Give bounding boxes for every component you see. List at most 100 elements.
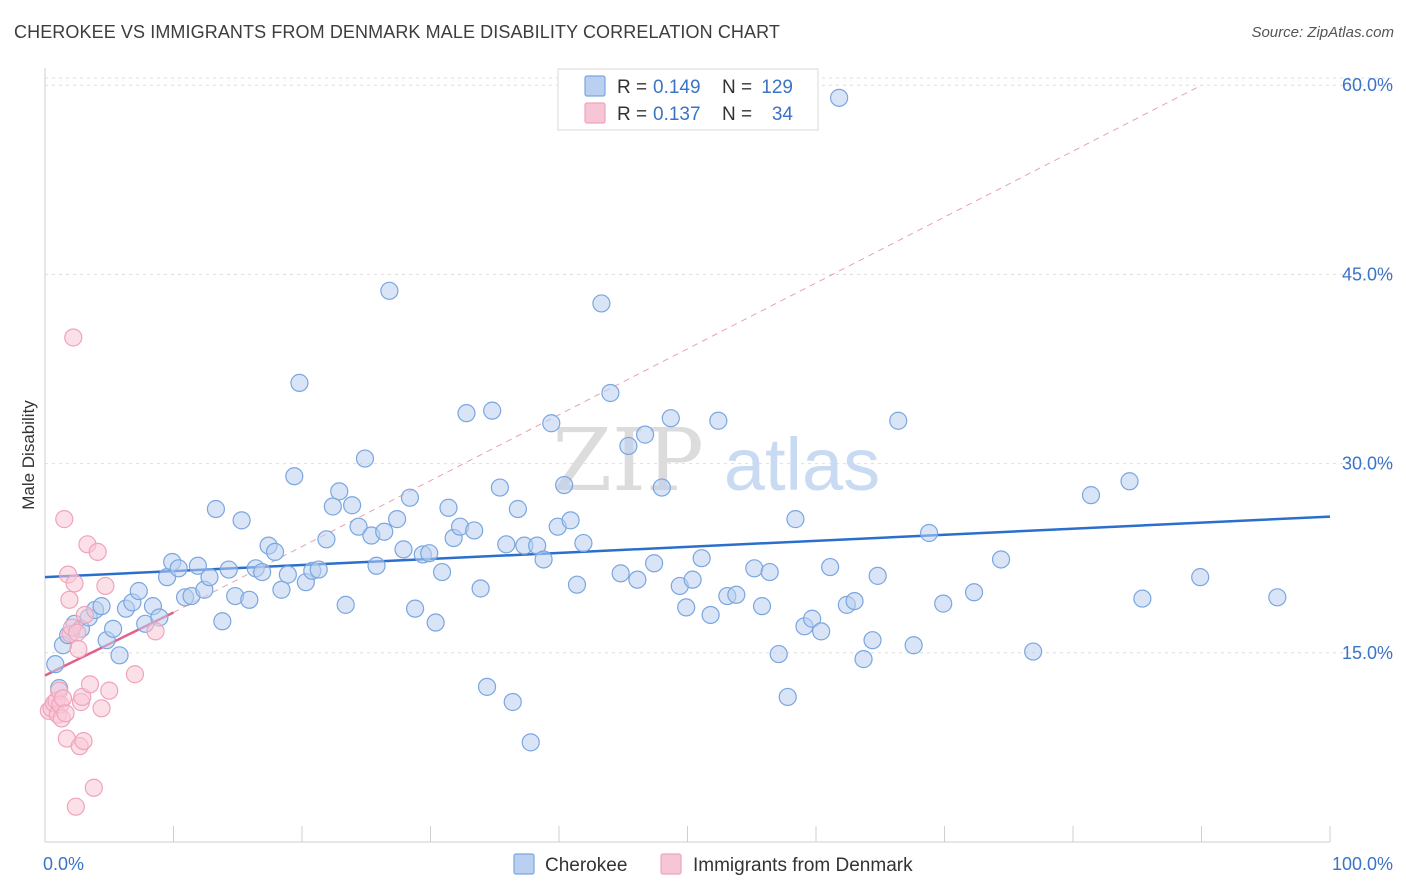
point-cherokee: [420, 544, 439, 563]
x-tick-label: 100.0%: [1332, 854, 1393, 874]
series-legend: Cherokee Immigrants from Denmark: [513, 853, 913, 876]
y-tick-label: 45.0%: [1342, 264, 1393, 284]
point-denmark: [100, 681, 119, 700]
y-axis-title: Male Disability: [19, 400, 38, 510]
watermark-zip: ZIP: [552, 411, 704, 511]
point-cherokee: [727, 585, 746, 604]
correlation-legend: R = 0.149 N = 129 R = 0.137 N = 34: [557, 68, 819, 131]
legend-r-label-0: R =: [617, 77, 647, 98]
point-cherokee: [534, 550, 553, 569]
y-tick-labels: 15.0% 30.0% 45.0% 60.0%: [1342, 75, 1393, 663]
legend-r-value-1: 0.137: [653, 104, 701, 125]
point-cherokee: [934, 594, 953, 613]
trend-extension-denmark: [173, 84, 1202, 613]
point-cherokee: [760, 562, 779, 582]
point-cherokee: [904, 636, 923, 655]
series-legend-label-denmark: Immigrants from Denmark: [693, 855, 913, 876]
point-denmark: [88, 542, 107, 562]
point-denmark: [84, 778, 103, 797]
point-denmark: [75, 605, 94, 625]
data-points: [39, 88, 1287, 816]
point-cherokee: [206, 499, 226, 519]
point-denmark: [92, 699, 111, 718]
point-cherokee: [1133, 589, 1152, 608]
point-cherokee: [521, 733, 540, 752]
point-cherokee: [601, 383, 620, 403]
point-denmark: [69, 639, 88, 659]
point-cherokee: [169, 559, 188, 578]
point-cherokee: [919, 523, 939, 543]
series-legend-swatch-cherokee: [513, 853, 535, 875]
point-cherokee: [200, 568, 219, 587]
point-cherokee: [375, 522, 394, 541]
point-cherokee: [336, 595, 355, 614]
point-cherokee: [701, 605, 720, 625]
y-tick-label: 60.0%: [1342, 75, 1393, 95]
point-cherokee: [830, 88, 849, 107]
point-cherokee: [752, 597, 772, 616]
point-cherokee: [278, 565, 297, 584]
point-cherokee: [394, 540, 413, 559]
point-cherokee: [854, 650, 873, 669]
watermark: ZIP atlas: [552, 411, 880, 511]
point-cherokee: [309, 560, 328, 579]
point-cherokee: [129, 581, 148, 601]
point-denmark: [60, 590, 79, 609]
point-denmark: [66, 797, 85, 816]
point-cherokee: [555, 475, 574, 495]
source-label: Source: ZipAtlas.com: [1251, 24, 1394, 41]
x-tick-label: 0.0%: [43, 854, 84, 874]
point-cherokee: [330, 482, 349, 501]
point-cherokee: [709, 411, 728, 430]
point-denmark: [80, 675, 100, 694]
point-cherokee: [635, 425, 655, 444]
point-cherokee: [542, 414, 561, 433]
point-cherokee: [432, 562, 452, 582]
point-cherokee: [1268, 588, 1287, 607]
y-tick-label: 15.0%: [1342, 643, 1393, 663]
point-cherokee: [692, 549, 711, 568]
point-cherokee: [561, 511, 580, 530]
point-cherokee: [355, 449, 375, 468]
point-cherokee: [863, 631, 882, 650]
point-cherokee: [845, 591, 864, 611]
point-cherokee: [232, 511, 251, 530]
point-cherokee: [683, 570, 702, 589]
point-cherokee: [265, 542, 285, 562]
point-cherokee: [508, 499, 527, 519]
point-cherokee: [46, 655, 65, 674]
point-cherokee: [497, 535, 516, 554]
point-cherokee: [240, 590, 259, 609]
point-cherokee: [745, 559, 764, 578]
point-cherokee: [367, 556, 386, 575]
point-cherokee: [812, 622, 831, 641]
point-cherokee: [439, 498, 458, 517]
point-cherokee: [868, 566, 887, 585]
point-cherokee: [1024, 642, 1043, 661]
point-denmark: [65, 574, 84, 593]
point-cherokee: [592, 294, 611, 313]
legend-swatch-cherokee: [584, 75, 606, 97]
point-denmark: [68, 623, 87, 642]
legend-n-value-0: 129: [761, 77, 793, 98]
point-cherokee: [1120, 472, 1139, 491]
point-cherokee: [567, 575, 587, 594]
point-cherokee: [1191, 568, 1210, 587]
point-cherokee: [426, 613, 445, 632]
legend-r-label-1: R =: [617, 104, 647, 125]
legend-swatch-denmark: [584, 102, 606, 124]
legend-r-value-0: 0.149: [653, 77, 701, 98]
point-cherokee: [503, 692, 522, 712]
point-denmark: [64, 328, 83, 347]
series-legend-label-cherokee: Cherokee: [545, 855, 627, 876]
point-denmark: [74, 731, 93, 751]
point-denmark: [55, 510, 74, 529]
point-cherokee: [769, 644, 788, 664]
point-cherokee: [778, 687, 797, 707]
chart-title: CHEROKEE VS IMMIGRANTS FROM DENMARK MALE…: [14, 22, 781, 42]
point-cherokee: [471, 579, 490, 598]
point-cherokee: [991, 550, 1011, 569]
point-cherokee: [483, 401, 502, 420]
point-cherokee: [188, 556, 208, 575]
